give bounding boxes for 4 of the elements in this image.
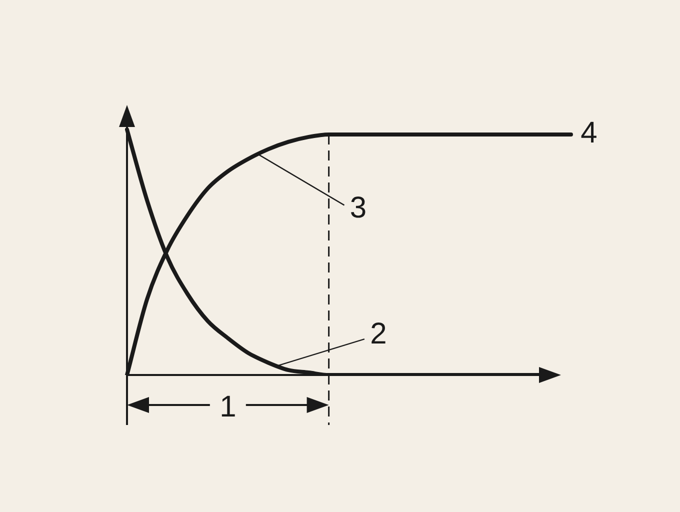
text: 1 <box>220 390 236 424</box>
annotation: 3 <box>350 191 367 224</box>
annotation: 4 <box>580 116 598 150</box>
annotation: 2 <box>370 317 387 350</box>
